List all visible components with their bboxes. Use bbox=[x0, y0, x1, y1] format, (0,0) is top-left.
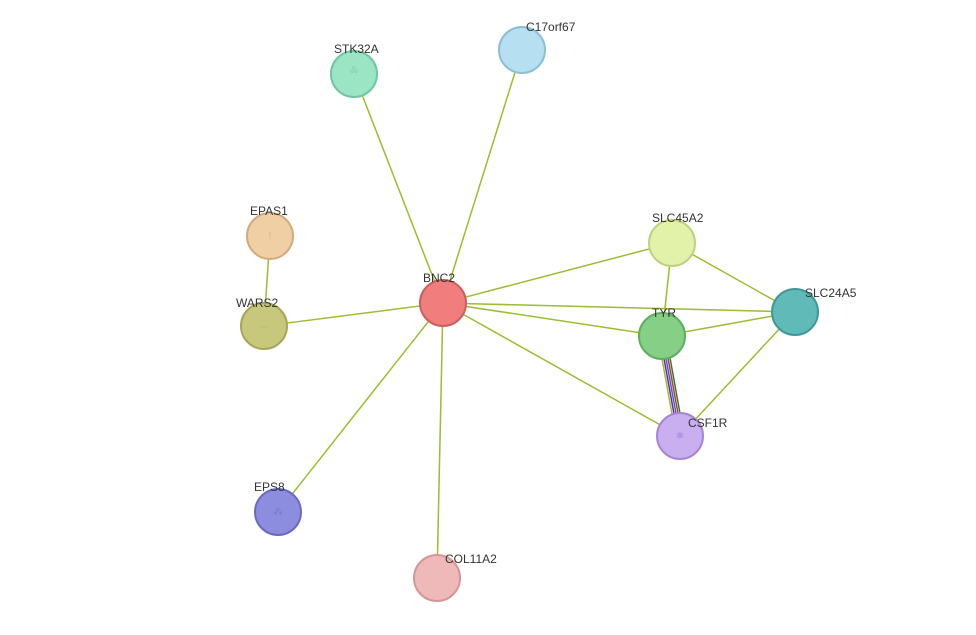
node-SLC45A2[interactable]: SLC45A2 bbox=[648, 219, 696, 267]
edge-SLC45A2-TYR bbox=[665, 267, 670, 312]
edge-BNC2-SLC24A5 bbox=[467, 304, 771, 312]
structure-glyph-icon: 𑗘 bbox=[350, 64, 358, 84]
structure-glyph-icon: ෴ bbox=[259, 321, 268, 332]
edge-EPAS1-WARS2 bbox=[266, 260, 269, 302]
edge-BNC2-WARS2 bbox=[288, 306, 419, 323]
node-circle[interactable] bbox=[638, 312, 686, 360]
edge-TYR-SLC24A5 bbox=[686, 316, 772, 331]
edge-layer bbox=[0, 0, 976, 635]
edge-CSF1R-SLC24A5 bbox=[696, 330, 778, 419]
edge-BNC2-C17orf67 bbox=[450, 73, 515, 280]
node-COL11A2[interactable]: COL11A2 bbox=[413, 554, 461, 602]
edge-BNC2-STK32A bbox=[363, 96, 435, 280]
edge-BNC2-COL11A2 bbox=[438, 327, 443, 554]
node-circle[interactable]: ෴ bbox=[240, 302, 288, 350]
node-C17orf67[interactable]: C17orf67 bbox=[498, 26, 546, 74]
node-TYR[interactable]: TYR bbox=[638, 312, 686, 360]
node-circle[interactable] bbox=[648, 219, 696, 267]
structure-glyph-icon: ✱ bbox=[676, 431, 684, 442]
node-SLC24A5[interactable]: SLC24A5 bbox=[771, 288, 819, 336]
node-circle[interactable]: ⁂ bbox=[254, 488, 302, 536]
node-BNC2[interactable]: BNC2 bbox=[419, 279, 467, 327]
node-circle[interactable] bbox=[419, 279, 467, 327]
node-circle[interactable]: ✱ bbox=[656, 412, 704, 460]
structure-glyph-icon: ⁂ bbox=[273, 507, 283, 518]
node-circle[interactable] bbox=[413, 554, 461, 602]
node-EPS8[interactable]: ⁂EPS8 bbox=[254, 488, 302, 536]
node-WARS2[interactable]: ෴WARS2 bbox=[240, 302, 288, 350]
edge-BNC2-SLC45A2 bbox=[466, 249, 649, 297]
node-STK32A[interactable]: 𑗘STK32A bbox=[330, 50, 378, 98]
edge-BNC2-EPS8 bbox=[293, 322, 428, 493]
node-EPAS1[interactable]: ⌇EPAS1 bbox=[246, 212, 294, 260]
node-circle[interactable] bbox=[771, 288, 819, 336]
node-circle[interactable]: ⌇ bbox=[246, 212, 294, 260]
node-circle[interactable] bbox=[498, 26, 546, 74]
node-circle[interactable]: 𑗘 bbox=[330, 50, 378, 98]
structure-glyph-icon: ⌇ bbox=[268, 231, 273, 242]
edge-BNC2-TYR bbox=[467, 307, 639, 333]
edge-SLC45A2-SLC24A5 bbox=[693, 255, 774, 301]
node-CSF1R[interactable]: ✱CSF1R bbox=[656, 412, 704, 460]
